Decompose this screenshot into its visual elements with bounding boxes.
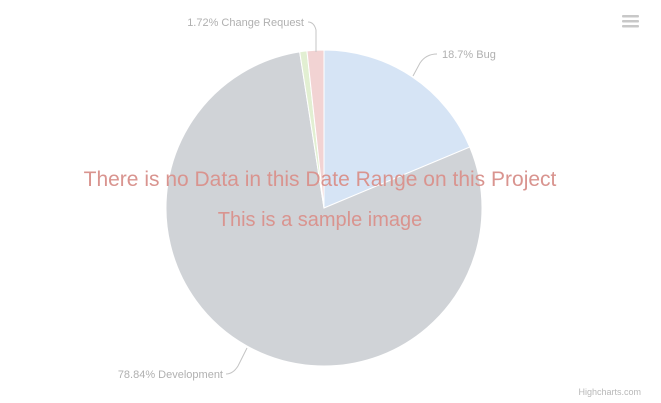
slice-label: 1.72% Change Request	[187, 17, 304, 29]
leader-line	[307, 21, 317, 52]
no-data-message: There is no Data in this Date Range on t…	[84, 168, 557, 191]
slice-labels: 18.7% Bug 78.84% Development 1.72% Change …	[118, 17, 496, 381]
leader-line	[412, 53, 438, 77]
pie-slice-development[interactable]	[165, 51, 483, 367]
credits-link[interactable]: Highcharts.com	[578, 387, 641, 397]
pie-slice-bug[interactable]	[323, 49, 471, 209]
sample-image-message: This is a sample image	[218, 209, 423, 231]
pie-slices	[165, 49, 483, 367]
leader-lines	[225, 21, 438, 375]
chart-menu-button[interactable]	[616, 8, 646, 36]
pie-slice-change-request[interactable]	[306, 49, 325, 209]
leader-line	[225, 347, 248, 375]
slice-label: 78.84% Development	[118, 369, 223, 381]
slice-label: 18.7% Bug	[442, 49, 496, 61]
hamburger-menu-icon[interactable]	[622, 15, 639, 28]
